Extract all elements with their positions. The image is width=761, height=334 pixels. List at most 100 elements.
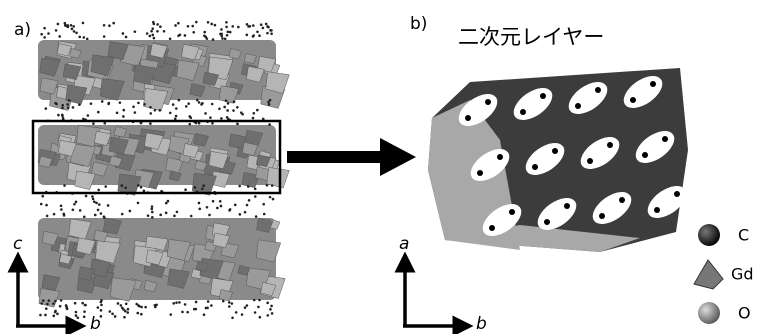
linker-atom: [268, 123, 271, 126]
linker-atom: [83, 315, 86, 318]
linker-atom: [134, 111, 137, 114]
linker-atom: [229, 31, 232, 34]
linker-atom: [203, 31, 206, 34]
linker-atom: [198, 101, 201, 104]
linker-atom: [186, 311, 189, 314]
linker-atom: [177, 34, 180, 37]
linker-atom: [83, 36, 86, 39]
atom: [642, 152, 648, 158]
atom: [607, 142, 613, 148]
linker-atom: [143, 190, 146, 193]
polyhedron: [267, 167, 290, 188]
polyhedron: [256, 240, 280, 262]
linker-atom: [61, 115, 64, 118]
linker-atom: [92, 122, 95, 125]
atom: [564, 203, 570, 209]
linker-atom: [123, 316, 126, 319]
linker-atom: [90, 102, 93, 105]
linker-atom: [206, 307, 209, 310]
carbon-symbol: [698, 224, 720, 246]
linker-atom: [85, 195, 88, 198]
atom: [509, 209, 515, 215]
atom: [595, 87, 601, 93]
linker-atom: [140, 186, 143, 189]
linker-atom: [137, 202, 140, 205]
linker-atom: [92, 198, 95, 201]
axes-b: a b: [399, 234, 487, 334]
linker-atom: [244, 211, 247, 214]
linker-atom: [172, 103, 175, 106]
linker-atom: [256, 109, 259, 112]
atom: [575, 103, 581, 109]
linker-atom: [60, 208, 63, 211]
linker-atom: [227, 31, 230, 34]
linker-atom: [136, 312, 139, 315]
linker-atom: [262, 27, 265, 30]
panel-b-structure: [428, 68, 692, 252]
linker-atom: [247, 25, 250, 28]
linker-atom: [67, 106, 70, 109]
linker-atom: [252, 34, 255, 37]
linker-atom: [227, 102, 230, 105]
linker-atom: [137, 184, 140, 187]
linker-atom: [46, 215, 49, 218]
linker-atom: [137, 102, 140, 105]
linker-atom: [39, 314, 42, 317]
linker-atom: [228, 305, 231, 308]
linker-atom: [194, 186, 197, 189]
linker-atom: [91, 195, 94, 198]
linker-atom: [107, 103, 110, 106]
linker-atom: [201, 188, 204, 191]
linker-atom: [268, 103, 271, 106]
linker-atom: [175, 115, 178, 118]
linker-atom: [82, 22, 85, 25]
linker-atom: [75, 31, 78, 34]
linker-atom: [195, 308, 198, 311]
linker-atom: [117, 302, 120, 305]
linker-atom: [150, 30, 153, 33]
linker-atom: [75, 311, 78, 314]
polyhedron: [143, 88, 167, 110]
linker-atom: [167, 200, 170, 203]
panel-label: b): [410, 14, 427, 34]
linker-atom: [66, 308, 69, 311]
linker-atom: [195, 21, 198, 24]
linker-atom: [84, 304, 87, 307]
linker-atom: [151, 211, 154, 214]
atom: [630, 97, 636, 103]
linker-atom: [100, 309, 103, 312]
linker-atom: [201, 102, 204, 105]
atom: [532, 164, 538, 170]
linker-atom: [114, 315, 117, 318]
linker-atom: [45, 107, 48, 110]
linker-atom: [237, 26, 240, 29]
linker-atom: [195, 301, 198, 304]
linker-atom: [232, 109, 235, 112]
linker-atom: [151, 27, 154, 30]
linker-atom: [207, 300, 210, 303]
linker-atom: [79, 209, 82, 212]
linker-atom: [169, 313, 172, 316]
linker-atom: [153, 23, 156, 26]
linker-atom: [42, 299, 45, 302]
linker-atom: [224, 37, 227, 40]
atom: [489, 225, 495, 231]
linker-atom: [258, 299, 261, 302]
linker-atom: [270, 29, 273, 32]
linker-atom: [190, 215, 193, 218]
linker-atom: [75, 201, 78, 204]
linker-atom: [225, 26, 228, 29]
linker-atom: [229, 208, 232, 211]
linker-atom: [184, 188, 187, 191]
atom: [544, 219, 550, 225]
linker-atom: [116, 111, 119, 114]
linker-atom: [97, 111, 100, 114]
linker-atom: [78, 103, 81, 106]
linker-atom: [174, 117, 177, 120]
linker-atom: [220, 117, 223, 120]
linker-atom: [176, 211, 179, 214]
linker-atom: [73, 30, 76, 33]
linker-atom: [211, 103, 214, 106]
linker-atom: [266, 184, 269, 187]
linker-atom: [212, 38, 215, 41]
